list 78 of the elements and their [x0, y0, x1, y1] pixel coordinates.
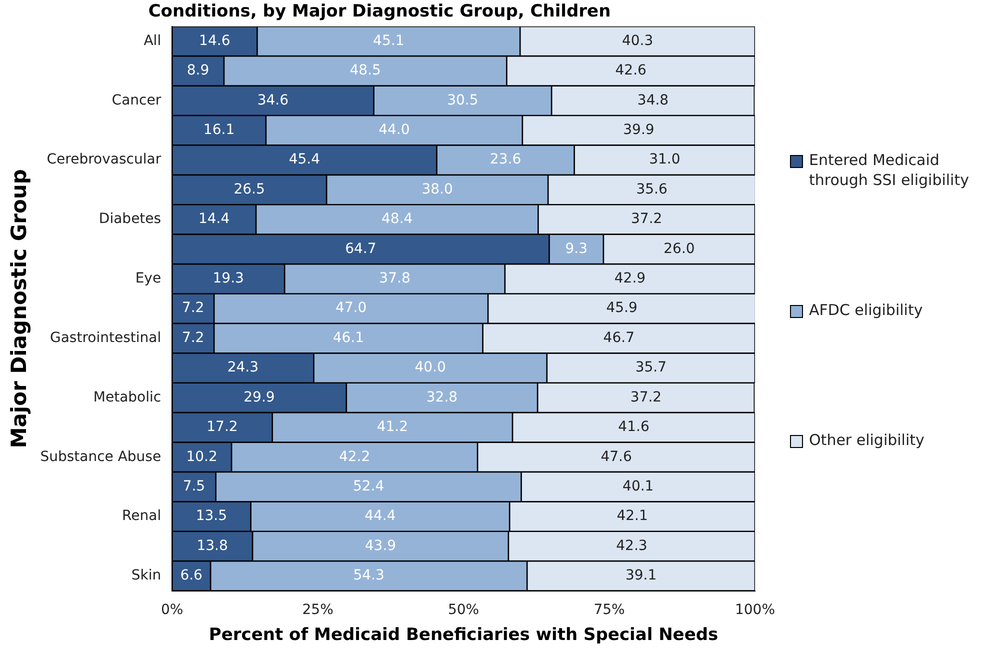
- y-tick-label: Renal: [122, 508, 162, 524]
- data-label: 43.9: [364, 538, 396, 554]
- data-label: 47.0: [335, 300, 367, 316]
- x-tick-label: 75%: [594, 602, 625, 618]
- data-label: 38.0: [422, 181, 453, 198]
- data-label: 7.5: [182, 478, 206, 494]
- data-label: 45.9: [606, 300, 638, 316]
- data-label: 14.6: [199, 32, 230, 49]
- data-label: 41.2: [376, 419, 408, 436]
- data-label: 9.3: [565, 240, 588, 257]
- data-label: 42.6: [615, 62, 647, 79]
- data-label: 13.5: [196, 508, 228, 524]
- y-tick-label: Metabolic: [93, 389, 162, 406]
- data-label: 23.6: [490, 152, 522, 168]
- data-label: 14.4: [198, 211, 230, 228]
- x-tick-label: 25%: [302, 602, 334, 618]
- data-label: 44.4: [364, 508, 396, 524]
- data-label: 40.1: [622, 478, 654, 494]
- data-label: 54.3: [353, 568, 384, 584]
- data-label: 32.8: [426, 389, 458, 406]
- x-tick-label: 0%: [160, 602, 184, 618]
- data-label: 34.6: [257, 92, 289, 108]
- data-label: 42.2: [338, 448, 370, 465]
- data-label: 52.4: [352, 478, 384, 494]
- data-label: 45.4: [288, 152, 320, 168]
- data-label: 31.0: [649, 152, 680, 168]
- data-label: 42.3: [616, 538, 648, 554]
- data-label: 35.6: [636, 181, 668, 198]
- data-label: 30.5: [447, 92, 478, 108]
- x-tick-label: 50%: [448, 602, 480, 618]
- data-label: 48.5: [350, 62, 381, 79]
- data-label: 26.5: [234, 181, 265, 198]
- data-label: 37.2: [630, 389, 662, 406]
- chart-title: Conditions, by Major Diagnostic Group, Children: [148, 2, 611, 22]
- data-label: 24.3: [227, 360, 258, 376]
- data-label: 8.9: [186, 62, 210, 79]
- data-label: 17.2: [206, 419, 238, 436]
- data-label: 46.1: [332, 330, 364, 346]
- data-label: 37.8: [379, 270, 410, 287]
- data-label: 35.7: [635, 360, 667, 376]
- y-axis-title: Major Diagnostic Group: [7, 169, 32, 448]
- x-tick-label: 100%: [734, 602, 776, 618]
- data-label: 13.8: [196, 538, 228, 554]
- text: AFDC eligibility: [809, 300, 923, 320]
- data-label: 46.7: [603, 330, 634, 346]
- data-label: 40.0: [414, 360, 446, 376]
- data-label: 16.1: [203, 122, 235, 138]
- data-label: 10.2: [186, 448, 218, 465]
- data-label: 64.7: [345, 240, 376, 257]
- data-label: 47.6: [600, 448, 632, 465]
- data-label: 7.2: [182, 300, 204, 316]
- data-label: 29.9: [244, 389, 275, 406]
- y-tick-label: Cancer: [112, 92, 162, 108]
- legend-label: Entered Medicaid through SSI eligibility: [809, 150, 970, 190]
- data-label: 34.8: [637, 92, 669, 108]
- data-label: 39.1: [625, 568, 657, 584]
- data-label: 40.3: [622, 32, 654, 49]
- y-tick-label: Gastrointestinal: [50, 330, 162, 346]
- y-tick-label: Diabetes: [98, 211, 162, 228]
- y-tick-label: Skin: [131, 568, 162, 584]
- data-label: 42.9: [614, 270, 646, 287]
- data-label: 19.3: [212, 270, 244, 287]
- data-label: 7.2: [182, 330, 204, 346]
- legend-label: Other eligibility: [809, 430, 924, 450]
- y-tick-label: Substance Abuse: [40, 448, 162, 465]
- y-tick-label: Eye: [135, 270, 162, 287]
- data-label: 45.1: [373, 32, 404, 49]
- data-label: 6.6: [180, 568, 203, 584]
- data-label: 44.0: [378, 122, 410, 138]
- y-tick-label: All: [144, 32, 162, 49]
- data-label: 42.1: [616, 508, 648, 524]
- data-label: 41.6: [618, 419, 650, 436]
- x-axis-title: Percent of Medicaid Beneficiaries with Special Needs: [208, 625, 718, 646]
- data-label: 39.9: [623, 122, 654, 138]
- data-label: 37.2: [630, 211, 662, 228]
- data-label: 48.4: [382, 211, 413, 228]
- y-tick-label: Cerebrovascular: [46, 152, 162, 168]
- data-label: 26.0: [664, 240, 695, 257]
